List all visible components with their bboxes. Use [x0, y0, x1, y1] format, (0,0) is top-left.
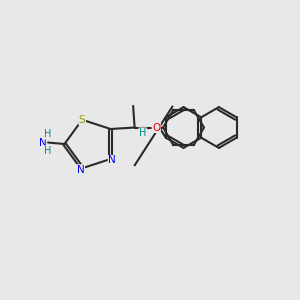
Text: N: N	[108, 155, 116, 166]
Text: N: N	[39, 137, 47, 148]
Text: N: N	[77, 165, 85, 175]
Text: H: H	[44, 129, 51, 139]
Text: O: O	[152, 122, 160, 133]
Text: S: S	[79, 115, 86, 125]
Text: H: H	[139, 128, 146, 138]
Text: H: H	[44, 146, 51, 156]
